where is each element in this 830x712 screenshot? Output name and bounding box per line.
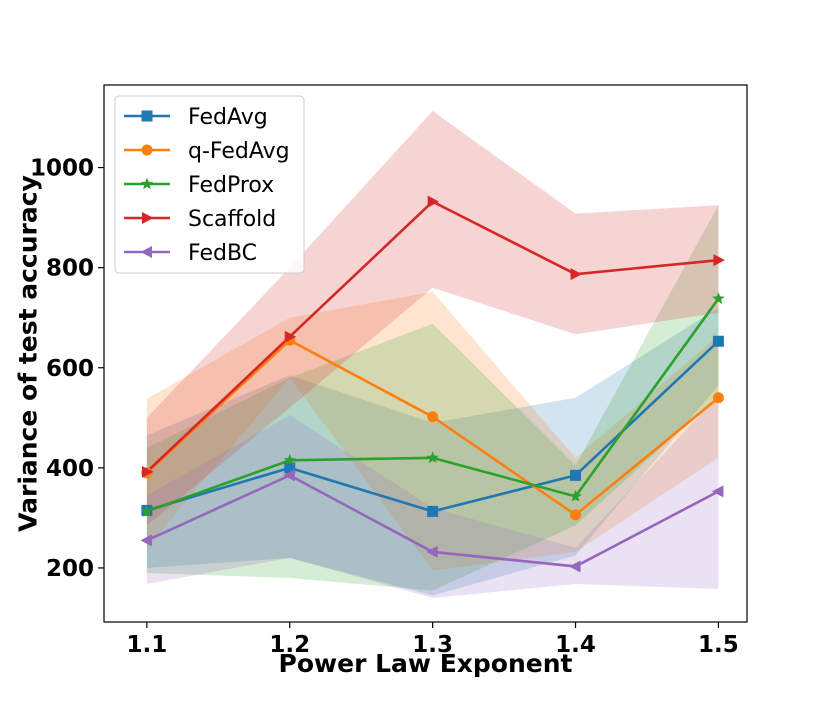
fedavg-point xyxy=(427,505,439,517)
scaffold-point xyxy=(284,330,297,343)
plot-frame xyxy=(103,84,748,623)
fedbc-point xyxy=(711,485,724,498)
scaffold-point xyxy=(713,254,725,267)
fedbc-point xyxy=(283,469,295,482)
legend-label-fedprox: FedProx xyxy=(188,173,274,198)
y-axis-title: Variance of test accuracy xyxy=(14,175,43,532)
legend-marker-fedavg xyxy=(141,110,153,122)
fedprox-point xyxy=(712,292,725,304)
scaffold-band xyxy=(146,111,719,526)
y-tick-label: 1000 xyxy=(30,156,94,182)
fedprox-point xyxy=(140,504,153,517)
x-tick-label: 1.4 xyxy=(555,632,596,658)
fedbc-band xyxy=(146,395,719,598)
legend-label-fedbc: FedBC xyxy=(188,241,257,266)
legend-marker-scaffold xyxy=(142,212,154,224)
scaffold-point xyxy=(141,465,154,478)
fedbc-point xyxy=(426,545,438,558)
x-tick-label: 1.5 xyxy=(698,632,739,658)
fedavg-point xyxy=(284,462,296,474)
fedavg-point xyxy=(570,469,582,481)
fedavg-point xyxy=(712,335,724,347)
legend-marker-fedbc xyxy=(140,246,152,258)
series-markers xyxy=(140,195,725,573)
q-fedavg-point xyxy=(570,509,582,521)
y-axis-ticks: 200 400 600 800 1000 xyxy=(30,156,104,582)
x-axis-title: Power Law Exponent xyxy=(279,649,573,678)
q-fedavg-point xyxy=(427,411,439,423)
y-tick-label: 200 xyxy=(46,556,94,582)
legend-label-fedavg: FedAvg xyxy=(188,105,268,130)
legend: FedAvg q-FedAvg FedProx Scaffold FedBC xyxy=(114,95,305,274)
legend-marker-fedprox xyxy=(140,177,154,190)
legend-label-q-fedavg: q-FedAvg xyxy=(188,139,290,164)
x-tick-label: 1.2 xyxy=(269,632,310,658)
q-fedavg-band xyxy=(146,291,719,571)
legend-box xyxy=(114,95,305,274)
x-tick-label: 1.3 xyxy=(412,632,453,658)
y-tick-label: 600 xyxy=(46,356,94,382)
legend-label-scaffold: Scaffold xyxy=(188,207,276,232)
y-tick-label: 800 xyxy=(46,256,94,282)
y-tick-label: 400 xyxy=(46,456,94,482)
q-fedavg-point xyxy=(712,392,724,404)
scaffold-point xyxy=(570,268,583,281)
fedbc-point xyxy=(140,534,152,547)
legend-marker-q-fedavg xyxy=(141,144,153,156)
x-axis-ticks: 1.1 1.2 1.3 1.4 1.5 xyxy=(126,622,739,658)
fedprox-point xyxy=(283,453,296,466)
fedprox-point xyxy=(569,489,582,502)
scaffold-point xyxy=(427,195,440,208)
x-tick-label: 1.1 xyxy=(126,632,167,658)
fedprox-point xyxy=(426,451,439,464)
fedbc-point xyxy=(569,560,581,573)
